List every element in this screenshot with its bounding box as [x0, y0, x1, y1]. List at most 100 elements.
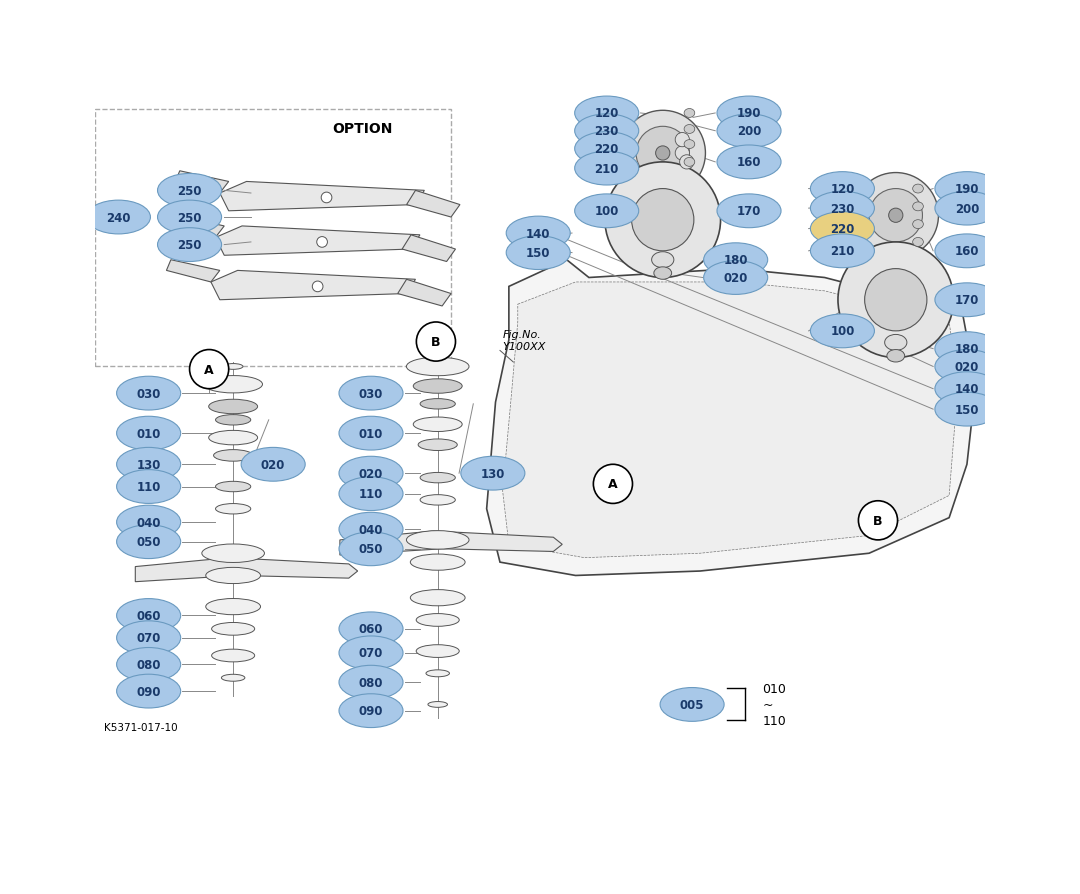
Text: 250: 250 [177, 185, 202, 198]
Text: 060: 060 [359, 622, 383, 636]
Text: 150: 150 [955, 403, 980, 417]
Circle shape [675, 147, 689, 161]
Ellipse shape [810, 192, 875, 226]
Ellipse shape [406, 531, 469, 550]
Text: 090: 090 [136, 685, 161, 698]
Ellipse shape [507, 236, 570, 270]
Ellipse shape [810, 173, 875, 207]
Circle shape [321, 193, 332, 204]
Text: 050: 050 [359, 543, 383, 556]
Ellipse shape [339, 532, 403, 566]
Ellipse shape [221, 675, 245, 681]
Text: 170: 170 [955, 294, 980, 307]
Ellipse shape [575, 114, 638, 148]
Text: 130: 130 [136, 459, 161, 471]
Polygon shape [171, 216, 225, 238]
Ellipse shape [117, 674, 180, 708]
Ellipse shape [117, 448, 180, 482]
Ellipse shape [913, 221, 923, 230]
Text: 210: 210 [831, 245, 854, 258]
Text: 020: 020 [359, 468, 383, 480]
Ellipse shape [651, 252, 674, 268]
Ellipse shape [660, 687, 724, 721]
Text: 090: 090 [359, 704, 383, 717]
FancyBboxPatch shape [95, 109, 451, 367]
Ellipse shape [339, 417, 403, 451]
Circle shape [316, 237, 327, 248]
Ellipse shape [158, 174, 221, 208]
Text: 100: 100 [594, 205, 619, 218]
Text: A: A [608, 477, 618, 491]
Ellipse shape [717, 195, 781, 229]
Circle shape [417, 323, 456, 362]
Ellipse shape [575, 97, 638, 131]
Text: 100: 100 [831, 325, 854, 338]
Ellipse shape [212, 649, 255, 662]
Text: 250: 250 [177, 211, 202, 224]
Text: 040: 040 [359, 523, 383, 536]
Text: B: B [874, 514, 882, 527]
Text: 150: 150 [526, 247, 551, 260]
Ellipse shape [575, 132, 638, 166]
Ellipse shape [507, 217, 570, 250]
Ellipse shape [935, 192, 999, 226]
Ellipse shape [704, 261, 768, 295]
Text: 020: 020 [261, 459, 285, 471]
Ellipse shape [206, 568, 260, 584]
Ellipse shape [208, 400, 258, 414]
Text: 010: 010 [359, 427, 383, 440]
Ellipse shape [935, 373, 999, 406]
Ellipse shape [420, 495, 456, 505]
Polygon shape [215, 227, 420, 256]
Circle shape [853, 173, 939, 258]
Ellipse shape [117, 525, 180, 559]
Circle shape [679, 156, 693, 170]
Ellipse shape [416, 645, 459, 658]
Ellipse shape [575, 195, 638, 229]
Polygon shape [211, 271, 416, 300]
Ellipse shape [339, 376, 403, 410]
Ellipse shape [913, 185, 923, 194]
Polygon shape [340, 531, 563, 555]
Ellipse shape [216, 482, 251, 493]
Text: 230: 230 [831, 202, 854, 215]
Ellipse shape [86, 201, 150, 234]
Ellipse shape [935, 283, 999, 317]
Ellipse shape [810, 315, 875, 349]
Ellipse shape [216, 504, 251, 514]
Ellipse shape [158, 201, 221, 234]
Text: A: A [204, 363, 214, 376]
Text: 080: 080 [359, 676, 383, 689]
Ellipse shape [575, 152, 638, 186]
Ellipse shape [117, 417, 180, 451]
Text: B: B [431, 335, 441, 349]
Ellipse shape [684, 125, 694, 134]
Ellipse shape [241, 448, 306, 482]
Circle shape [675, 133, 689, 148]
Text: 050: 050 [136, 536, 161, 549]
Ellipse shape [935, 333, 999, 367]
Circle shape [865, 269, 927, 332]
Text: 020: 020 [955, 360, 980, 374]
Polygon shape [402, 235, 456, 262]
Text: 200: 200 [737, 125, 761, 138]
Polygon shape [487, 260, 976, 576]
Text: 030: 030 [359, 387, 383, 401]
Text: 070: 070 [359, 646, 383, 660]
Text: 140: 140 [955, 383, 980, 396]
Ellipse shape [339, 513, 403, 546]
Circle shape [636, 127, 689, 181]
Ellipse shape [418, 440, 457, 451]
Ellipse shape [339, 694, 403, 728]
Text: 010: 010 [762, 682, 786, 696]
Circle shape [543, 230, 557, 243]
Ellipse shape [208, 431, 258, 445]
Ellipse shape [887, 350, 905, 363]
Polygon shape [166, 260, 220, 283]
Text: 010: 010 [136, 427, 161, 440]
Text: K5371-017-10: K5371-017-10 [104, 721, 178, 732]
Polygon shape [175, 172, 229, 194]
Text: 170: 170 [737, 205, 761, 218]
Text: 200: 200 [955, 202, 980, 215]
Ellipse shape [416, 614, 459, 627]
